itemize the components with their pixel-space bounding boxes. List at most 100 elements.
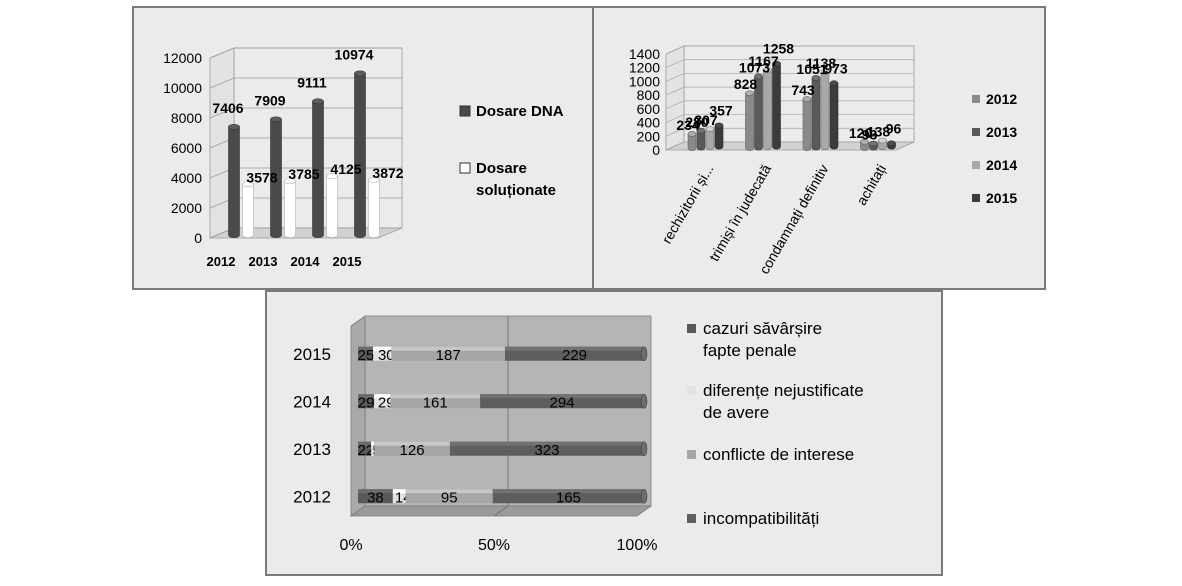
data-label: 7909	[254, 92, 285, 108]
y-tick-label: 0	[652, 142, 660, 158]
legend-swatch	[687, 514, 696, 523]
y-tick-label: 6000	[171, 140, 202, 156]
bar	[326, 173, 338, 238]
y-tick-label: 600	[637, 101, 661, 117]
bar	[270, 116, 282, 238]
legend-swatch	[459, 105, 471, 117]
bar-segment	[358, 394, 375, 409]
legend-swatch	[972, 95, 980, 103]
bar	[705, 126, 715, 150]
data-label: 280	[685, 114, 709, 130]
legend-label: diferențe nejustificate	[703, 381, 864, 400]
bar	[242, 181, 254, 238]
gridline	[665, 59, 914, 69]
y-tick-label: 12000	[163, 50, 202, 66]
data-label: 3578	[246, 169, 277, 185]
legend-label: Dosare	[476, 160, 527, 177]
chart-panel-ani: 0%50%100%2012381495165201322512632320142…	[265, 290, 943, 576]
chart-ani-svg: 0%50%100%2012381495165201322512632320142…	[293, 315, 864, 554]
legend-label: fapte penale	[703, 341, 797, 360]
data-label: 323	[534, 442, 559, 459]
bar-segment	[504, 346, 648, 362]
bar-segment	[374, 394, 391, 409]
data-label: 828	[734, 76, 758, 92]
data-label: 161	[423, 394, 448, 411]
data-label: 3872	[372, 165, 403, 181]
legend-label: 2015	[986, 190, 1017, 206]
legend-label: incompatibilități	[703, 509, 819, 528]
legend-swatch	[687, 386, 696, 395]
bar-segment	[358, 346, 374, 361]
bar	[772, 60, 781, 150]
bar-segment	[374, 441, 450, 456]
x-tick-label: 50%	[478, 537, 510, 554]
gridline	[209, 47, 402, 59]
y-tick-label: 2014	[293, 392, 331, 411]
bar-segment	[391, 346, 505, 361]
data-label: 22	[358, 442, 375, 459]
bar-segment	[371, 441, 375, 456]
gridline	[209, 107, 402, 119]
legend-label: de avere	[703, 403, 769, 422]
legend-label: 2014	[986, 157, 1017, 173]
side-wall	[665, 45, 685, 151]
x-tick-label: 2015	[333, 254, 362, 269]
bar-segment	[492, 488, 648, 504]
bar	[763, 67, 772, 150]
y-tick-label: 2000	[171, 200, 202, 216]
y-tick-label: 200	[637, 128, 661, 144]
bar-segment	[358, 441, 372, 456]
bar	[687, 131, 697, 151]
bar	[714, 122, 724, 150]
data-label: 229	[562, 347, 587, 364]
bar-segment	[358, 489, 393, 504]
bar	[312, 98, 324, 238]
legend-swatch	[972, 194, 980, 202]
bar-segment	[449, 441, 648, 457]
legend-swatch	[972, 128, 980, 136]
y-tick-label: 1000	[629, 73, 660, 89]
bar-segment	[373, 346, 392, 361]
x-tick-label: 0%	[339, 537, 362, 554]
bar	[878, 137, 887, 150]
data-label: 307	[694, 112, 718, 128]
data-label: 38	[367, 489, 384, 506]
data-label: 9111	[297, 74, 327, 90]
y-tick-label: 8000	[171, 110, 202, 126]
data-label: 1258	[763, 41, 794, 57]
chart-panel-inculpati: 0 200 400 600 800 1000 1200 1400 234 280 307 357 rec…	[592, 6, 1046, 290]
data-label: 187	[436, 347, 461, 364]
bar	[696, 127, 706, 151]
bar	[820, 69, 830, 150]
data-label: 138	[867, 124, 891, 140]
legend-label: conflicte de interese	[703, 445, 854, 464]
data-label: 120	[849, 125, 873, 141]
y-tick-label: 10000	[163, 80, 202, 96]
bar	[754, 73, 763, 151]
bar-segment	[392, 489, 406, 504]
y-tick-label: 800	[637, 87, 661, 103]
gridline	[665, 45, 914, 55]
legend-label: cazuri săvârșire	[703, 319, 822, 338]
bar	[284, 178, 296, 238]
x-tick-label: 2014	[291, 254, 321, 269]
data-label: 29	[358, 394, 375, 411]
y-tick-label: 2013	[293, 440, 331, 459]
data-label: 25	[358, 347, 375, 364]
legend-label: Dosare DNA	[476, 103, 564, 120]
data-label: 1167	[748, 53, 779, 69]
gridline	[493, 316, 509, 517]
legend-swatch	[972, 161, 980, 169]
bar	[860, 138, 869, 151]
bar	[829, 80, 839, 150]
data-label: 126	[400, 442, 425, 459]
x-tick-label: rechizitorii și...	[658, 162, 716, 247]
bar-segment	[390, 394, 481, 409]
data-label: 165	[556, 489, 581, 506]
data-label: 294	[550, 394, 575, 411]
data-label: 30	[378, 347, 395, 364]
bar	[887, 140, 896, 150]
data-label: 1073	[739, 59, 770, 75]
legend-label: soluționate	[476, 182, 556, 199]
